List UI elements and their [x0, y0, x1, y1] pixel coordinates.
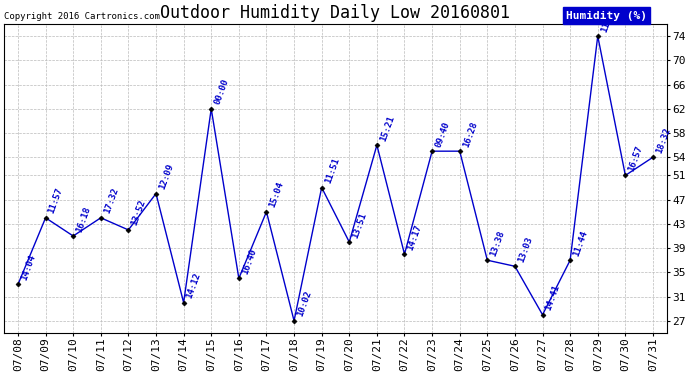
- Text: 11:44: 11:44: [599, 5, 617, 33]
- Text: 13:52: 13:52: [130, 199, 148, 227]
- Text: 16:40: 16:40: [240, 247, 258, 276]
- Text: Humidity (%): Humidity (%): [566, 11, 647, 21]
- Text: 14:17: 14:17: [406, 223, 424, 251]
- Title: Outdoor Humidity Daily Low 20160801: Outdoor Humidity Daily Low 20160801: [161, 4, 511, 22]
- Text: 14:41: 14:41: [544, 284, 562, 312]
- Text: 15:04: 15:04: [268, 181, 286, 209]
- Text: 13:51: 13:51: [351, 211, 368, 239]
- Text: 16:18: 16:18: [75, 205, 92, 233]
- Text: 16:28: 16:28: [461, 120, 479, 148]
- Text: 13:38: 13:38: [489, 229, 506, 258]
- Text: 14:04: 14:04: [19, 254, 37, 282]
- Text: 17:32: 17:32: [102, 187, 120, 215]
- Text: 16:57: 16:57: [627, 144, 644, 172]
- Text: 11:44: 11:44: [571, 229, 589, 258]
- Text: 14:12: 14:12: [185, 272, 203, 300]
- Text: 15:21: 15:21: [378, 114, 396, 142]
- Text: 18:32: 18:32: [654, 126, 672, 154]
- Text: 00:00: 00:00: [213, 78, 230, 106]
- Text: 11:57: 11:57: [47, 187, 65, 215]
- Text: Copyright 2016 Cartronics.com: Copyright 2016 Cartronics.com: [4, 12, 160, 21]
- Text: 09:40: 09:40: [433, 120, 451, 148]
- Text: 11:51: 11:51: [323, 156, 341, 185]
- Text: 13:03: 13:03: [516, 235, 534, 264]
- Text: 10:02: 10:02: [295, 290, 313, 318]
- Text: 12:09: 12:09: [157, 162, 175, 191]
